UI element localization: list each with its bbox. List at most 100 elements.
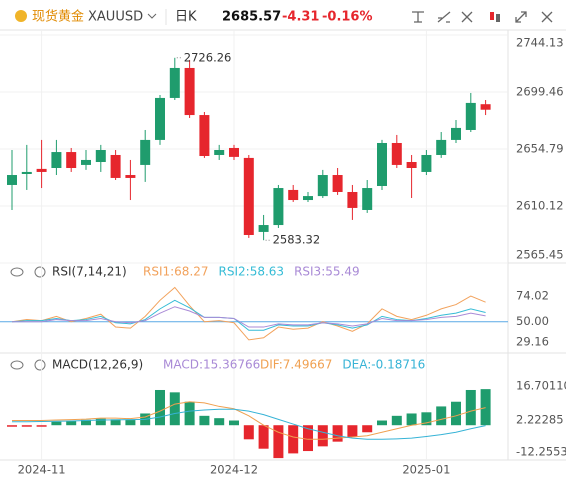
tool-text[interactable] xyxy=(412,11,424,23)
macd-bar xyxy=(125,420,136,426)
candle-body xyxy=(332,175,343,192)
y-tick-label: 50.00 xyxy=(516,314,549,328)
candle-body xyxy=(81,159,91,165)
y-tick-label: 2610.12 xyxy=(516,199,564,213)
change: -4.31 xyxy=(282,10,319,25)
candle-body xyxy=(21,171,32,174)
gear-icon[interactable] xyxy=(34,359,46,371)
candle-body xyxy=(36,168,47,172)
y-tick-label: 2744.13 xyxy=(516,36,564,50)
macd-bar xyxy=(155,389,165,426)
macd-bar xyxy=(229,420,239,426)
candle-body xyxy=(140,139,151,165)
macd-bar xyxy=(421,412,432,426)
indicator-title: MACD(12,26,9) xyxy=(52,358,143,372)
gold-icon xyxy=(15,10,27,22)
y-tick-label: 2699.46 xyxy=(516,85,564,99)
candle-body xyxy=(273,188,284,226)
candle-body xyxy=(303,196,313,201)
eye-icon[interactable] xyxy=(10,360,24,370)
macd-bar xyxy=(377,420,387,426)
price: 2685.57 xyxy=(222,10,281,25)
tool-draw[interactable] xyxy=(437,11,451,23)
macd-bar xyxy=(347,425,358,437)
macd-bar xyxy=(465,389,476,426)
toolbar xyxy=(412,11,553,23)
tool-candle[interactable] xyxy=(490,12,494,20)
y-tick-label: -12.25539 xyxy=(516,445,566,459)
candle-body xyxy=(377,142,387,186)
candle-body xyxy=(317,175,328,197)
macd-bar xyxy=(317,425,328,447)
candle-body xyxy=(155,97,165,140)
candle-body xyxy=(258,225,269,232)
x-tick-label: 2024-12 xyxy=(210,463,258,477)
macd-bar xyxy=(51,421,62,426)
candle-body xyxy=(95,150,106,163)
tool-close[interactable] xyxy=(541,11,553,23)
indicator-line xyxy=(12,408,486,440)
change-pct: -0.16% xyxy=(322,10,373,25)
y-tick-label: 2654.79 xyxy=(516,142,564,156)
eye-icon[interactable] xyxy=(10,267,24,277)
macd-bar xyxy=(451,401,461,426)
macd-bar xyxy=(332,425,343,442)
candle-body xyxy=(436,139,447,155)
candle-body xyxy=(480,104,491,110)
candle-body xyxy=(243,157,254,235)
legend-entry: DEA:-0.18716 xyxy=(342,358,425,372)
annotation: 2726.26 xyxy=(184,50,232,64)
candle-body xyxy=(184,67,195,116)
macd-bar xyxy=(66,420,77,426)
candle-body xyxy=(406,162,417,168)
candle-body xyxy=(66,152,77,168)
symbol[interactable]: XAUUSD xyxy=(88,10,143,25)
macd-bar xyxy=(406,413,417,426)
legend-entry: RSI1:68.27 xyxy=(143,265,209,279)
candle-body xyxy=(347,191,358,208)
annotation: 2583.32 xyxy=(273,233,321,247)
candle-body xyxy=(110,154,121,178)
macd-bar xyxy=(7,425,17,427)
y-tick-label: 16.70110 xyxy=(516,378,566,392)
macd-bar xyxy=(362,425,373,433)
dropdown-arrow[interactable] xyxy=(147,13,157,19)
macd-bar xyxy=(21,425,32,427)
macd-bar xyxy=(436,406,447,426)
y-tick-label: 74.02 xyxy=(516,289,549,303)
tool-compare[interactable] xyxy=(461,11,473,23)
macd-icons xyxy=(10,359,46,371)
macd-bar xyxy=(303,425,313,452)
rsi-icons xyxy=(10,266,46,278)
tool-fullscreen[interactable] xyxy=(515,11,527,23)
candle-body xyxy=(214,150,225,155)
gear-icon[interactable] xyxy=(34,266,46,278)
x-tick-label: 2024-11 xyxy=(18,463,66,477)
y-tick-label: 2.22285 xyxy=(516,412,564,426)
macd-bar xyxy=(36,425,47,427)
candle-body xyxy=(288,189,299,201)
candle-body xyxy=(229,147,239,157)
macd-bar xyxy=(243,425,254,440)
tool-candle[interactable] xyxy=(496,14,500,22)
candle-body xyxy=(451,127,461,140)
macd-bar xyxy=(288,425,299,454)
candle-body xyxy=(7,175,17,185)
candle-body xyxy=(465,102,476,130)
macd-bar xyxy=(184,401,195,426)
candle-body xyxy=(421,154,432,172)
candle-body xyxy=(125,175,136,178)
period[interactable]: 日K xyxy=(175,10,197,25)
macd-bar xyxy=(81,419,91,426)
macd-bar xyxy=(199,415,210,426)
macd-bar xyxy=(214,418,225,426)
legend-entry: DIF:7.49667 xyxy=(260,358,332,372)
instrument-name[interactable]: 现货黄金 xyxy=(32,9,84,25)
candle-body xyxy=(199,115,210,157)
indicator-line xyxy=(11,286,486,341)
legend-entry: MACD:15.36766 xyxy=(163,358,260,372)
macd-bar xyxy=(169,392,180,426)
y-tick-label: 2565.45 xyxy=(516,248,564,262)
macd-bar xyxy=(258,425,269,449)
